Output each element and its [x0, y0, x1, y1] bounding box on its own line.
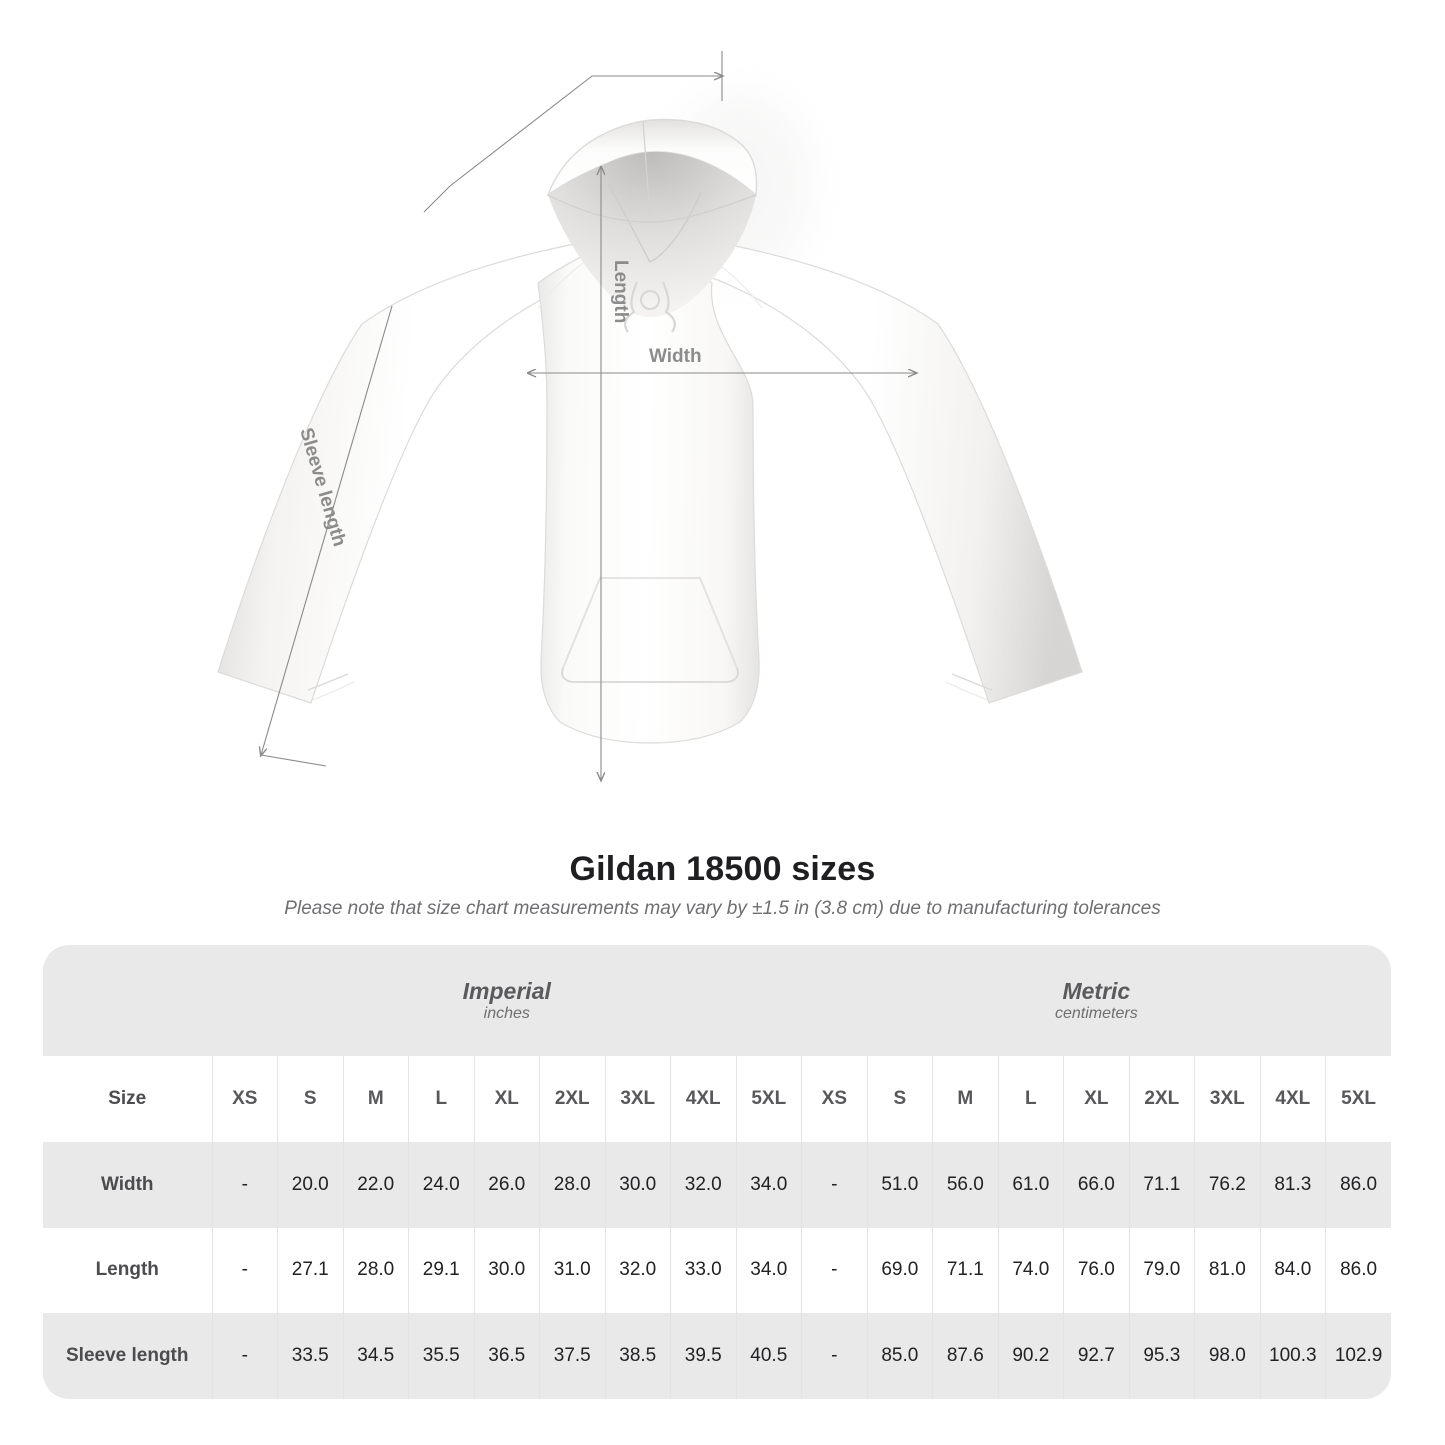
svg-text:Width: Width	[649, 346, 702, 367]
svg-text:Sleeve length: Sleeve length	[295, 426, 350, 549]
svg-text:Length: Length	[610, 260, 631, 323]
